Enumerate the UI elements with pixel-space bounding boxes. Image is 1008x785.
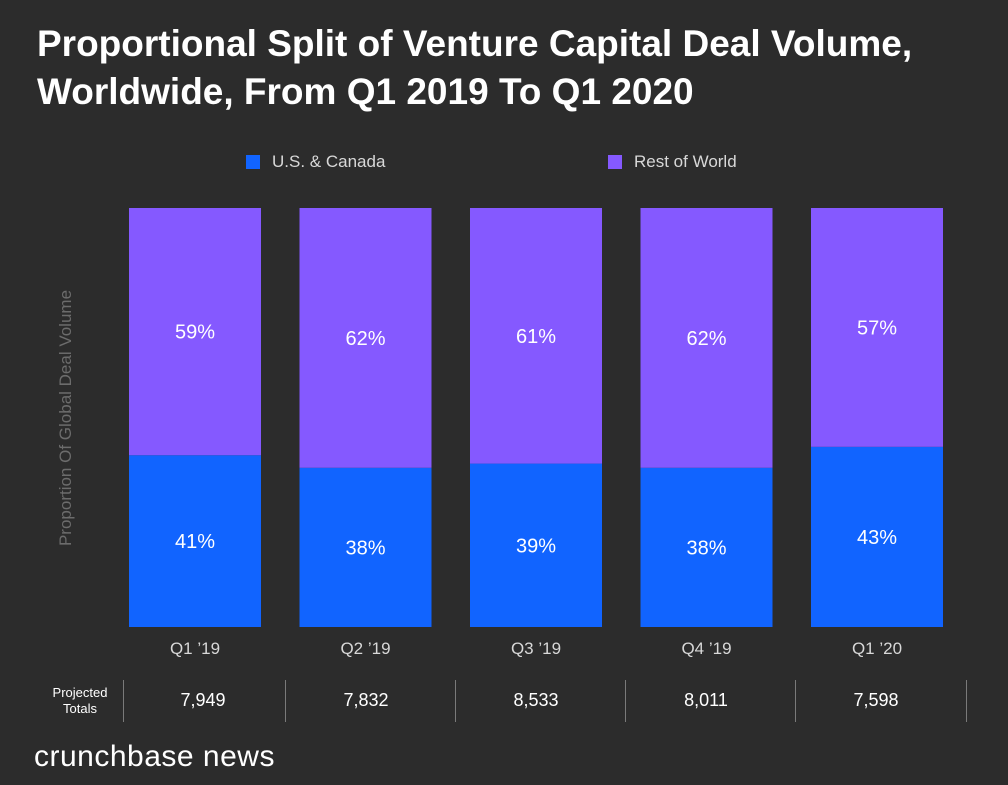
bar-rest-of-world-5 <box>811 208 943 447</box>
data-label-rest-of-world-2: 62% <box>345 328 385 350</box>
projected-totals-label: Projected Totals <box>52 685 108 716</box>
bar-rest-of-world-2 <box>299 208 432 468</box>
bar-rest-of-world-3 <box>470 208 602 464</box>
x-tick-label-3: Q3 ’19 <box>511 639 561 658</box>
data-label-rest-of-world-4: 62% <box>686 328 726 350</box>
data-label-u-s-canada-5: 43% <box>857 527 897 549</box>
x-tick-label-1: Q1 ’19 <box>170 639 220 658</box>
legend: U.S. & Canada Rest of World <box>0 152 1008 176</box>
x-tick-label-4: Q4 ’19 <box>681 639 731 658</box>
bar-rest-of-world-1 <box>129 208 261 456</box>
projected-total-q1-19: 7,949 <box>180 690 226 710</box>
legend-swatch-us-canada <box>246 155 260 169</box>
legend-swatch-rest-of-world <box>608 155 622 169</box>
data-label-u-s-canada-3: 39% <box>516 535 556 557</box>
bar-u-s-canada-5 <box>811 446 943 627</box>
chart-title: Proportional Split of Venture Capital De… <box>37 23 913 112</box>
totals-divider <box>285 680 286 722</box>
bar-rest-of-world-4 <box>640 208 773 468</box>
totals-divider <box>455 680 456 722</box>
projected-total-q3-19: 8,533 <box>513 690 559 710</box>
x-tick-label-5: Q1 ’20 <box>852 639 902 658</box>
projected-total-q2-19: 7,832 <box>343 690 389 710</box>
data-label-u-s-canada-4: 38% <box>686 537 726 559</box>
bar-u-s-canada-4 <box>640 467 773 627</box>
projected-totals-row: Projected Totals 7,949 7,832 8,533 8,011… <box>0 680 1008 722</box>
x-tick-label-2: Q2 ’19 <box>340 639 390 658</box>
bar-u-s-canada-2 <box>299 467 432 627</box>
legend-label-us-canada: U.S. & Canada <box>272 152 386 171</box>
totals-divider <box>625 680 626 722</box>
data-label-rest-of-world-3: 61% <box>516 326 556 348</box>
legend-label-rest-of-world: Rest of World <box>634 152 737 171</box>
data-label-u-s-canada-1: 41% <box>175 531 215 553</box>
bar-u-s-canada-1 <box>129 455 261 627</box>
bar-u-s-canada-3 <box>470 463 602 627</box>
projected-total-q1-20: 7,598 <box>853 690 899 710</box>
data-label-u-s-canada-2: 38% <box>345 537 385 559</box>
chart-plot: 41% 59% Q1 ’19 38% 62% Q2 ’19 39% 61% Q3 ’19 38% 6… <box>129 208 943 658</box>
legend-item-rest-of-world: Rest of World <box>608 152 737 172</box>
totals-divider <box>795 680 796 722</box>
data-label-rest-of-world-5: 57% <box>857 317 897 339</box>
totals-divider <box>123 680 124 722</box>
projected-total-q4-19: 8,011 <box>684 690 728 710</box>
brand-wordmark: crunchbase news <box>34 740 275 773</box>
totals-divider <box>966 680 967 722</box>
legend-item-us-canada: U.S. & Canada <box>246 152 385 172</box>
data-label-rest-of-world-1: 59% <box>175 322 215 344</box>
